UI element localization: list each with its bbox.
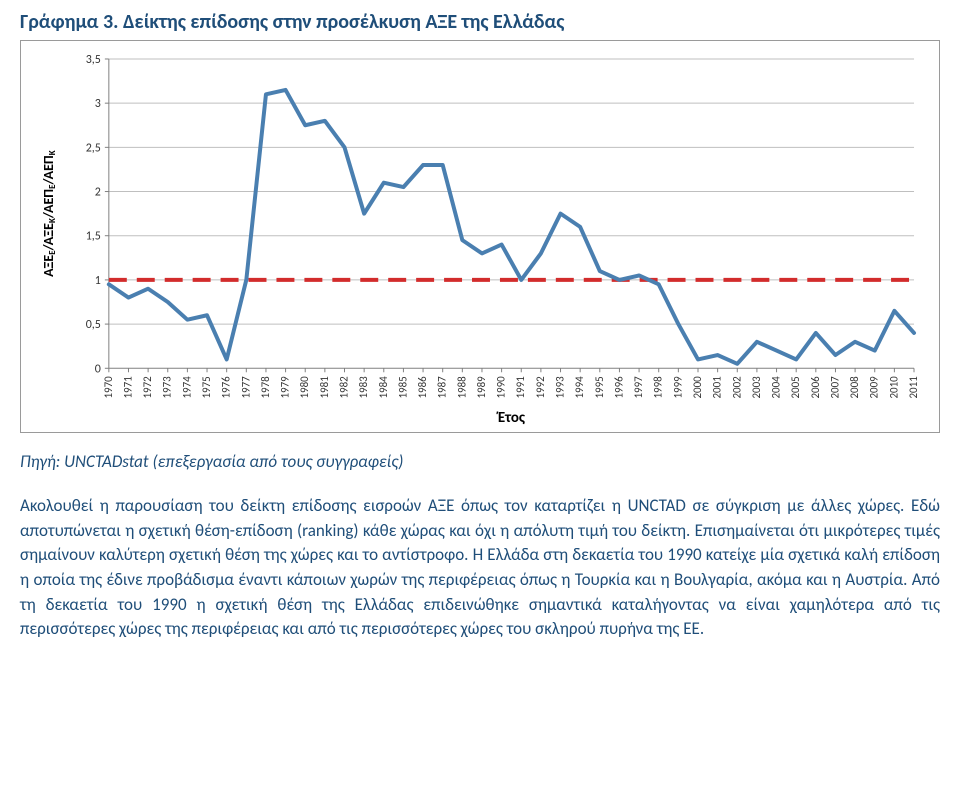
svg-text:1996: 1996 xyxy=(612,376,625,399)
svg-text:1980: 1980 xyxy=(298,376,311,399)
svg-text:2010: 2010 xyxy=(887,376,900,399)
svg-text:1987: 1987 xyxy=(436,376,449,399)
svg-text:1976: 1976 xyxy=(220,376,233,399)
svg-text:1,5: 1,5 xyxy=(86,230,101,244)
title-rest: Δείκτης επίδοσης στην προσέλκυση ΑΞΕ της… xyxy=(118,10,564,34)
svg-text:1993: 1993 xyxy=(554,376,567,399)
svg-text:1994: 1994 xyxy=(573,376,586,399)
svg-text:1974: 1974 xyxy=(180,376,193,399)
svg-text:Έτος: Έτος xyxy=(496,409,526,427)
svg-text:1975: 1975 xyxy=(200,376,213,398)
svg-text:2008: 2008 xyxy=(848,376,861,399)
svg-text:1979: 1979 xyxy=(279,376,292,399)
svg-text:1978: 1978 xyxy=(259,376,272,399)
svg-text:1973: 1973 xyxy=(161,376,174,399)
chart-container: 0 0,5 1 1,5 2 2,5 3 3,5 1970 1971 1972 1973 1974 1975… xyxy=(20,40,940,433)
svg-text:1990: 1990 xyxy=(495,376,508,399)
svg-text:1995: 1995 xyxy=(593,376,606,398)
title-prefix: Γράφημα 3. xyxy=(20,10,118,34)
svg-text:1992: 1992 xyxy=(534,376,547,399)
svg-text:2011: 2011 xyxy=(907,376,920,399)
svg-text:1983: 1983 xyxy=(357,376,370,399)
svg-text:1991: 1991 xyxy=(514,376,527,399)
svg-text:1982: 1982 xyxy=(337,376,350,399)
svg-text:2: 2 xyxy=(95,186,101,200)
svg-text:2009: 2009 xyxy=(868,376,881,399)
svg-text:1999: 1999 xyxy=(671,376,684,399)
svg-text:1: 1 xyxy=(95,274,101,288)
svg-text:1970: 1970 xyxy=(102,376,115,399)
svg-text:1971: 1971 xyxy=(121,376,134,399)
svg-text:ΑΞΕΕ/ΑΞΕΚ/ΑΕΠΕ/ΑΕΠΚ: ΑΞΕΕ/ΑΞΕΚ/ΑΕΠΕ/ΑΕΠΚ xyxy=(40,150,58,277)
svg-text:1972: 1972 xyxy=(141,376,154,399)
svg-text:2003: 2003 xyxy=(750,376,763,399)
svg-text:1977: 1977 xyxy=(239,376,252,399)
svg-text:2001: 2001 xyxy=(711,376,724,399)
chart-svg: 0 0,5 1 1,5 2 2,5 3 3,5 1970 1971 1972 1973 1974 1975… xyxy=(31,49,929,428)
svg-text:2004: 2004 xyxy=(770,376,783,399)
svg-text:1998: 1998 xyxy=(652,376,665,399)
chart-title: Γράφημα 3. Δείκτης επίδοσης στην προσέλκ… xyxy=(20,10,940,34)
svg-text:2000: 2000 xyxy=(691,376,704,399)
svg-text:1997: 1997 xyxy=(632,376,645,399)
svg-text:1984: 1984 xyxy=(377,376,390,399)
svg-text:1988: 1988 xyxy=(455,376,468,399)
svg-text:3: 3 xyxy=(95,97,101,111)
body-paragraph: Ακολουθεί η παρουσίαση του δείκτη επίδοσ… xyxy=(20,494,940,642)
svg-text:2005: 2005 xyxy=(789,376,802,398)
svg-text:2007: 2007 xyxy=(828,376,841,399)
svg-text:1985: 1985 xyxy=(396,376,409,398)
svg-text:1989: 1989 xyxy=(475,376,488,399)
svg-text:2,5: 2,5 xyxy=(86,141,101,155)
source-line: Πηγή: UNCTADstat (επεξεργασία από τους σ… xyxy=(20,451,940,472)
svg-text:3,5: 3,5 xyxy=(86,53,101,67)
svg-text:1981: 1981 xyxy=(318,376,331,399)
svg-text:2006: 2006 xyxy=(809,376,822,399)
svg-text:0,5: 0,5 xyxy=(86,318,101,332)
svg-text:1986: 1986 xyxy=(416,376,429,399)
svg-text:2002: 2002 xyxy=(730,376,743,399)
svg-text:0: 0 xyxy=(95,362,101,376)
